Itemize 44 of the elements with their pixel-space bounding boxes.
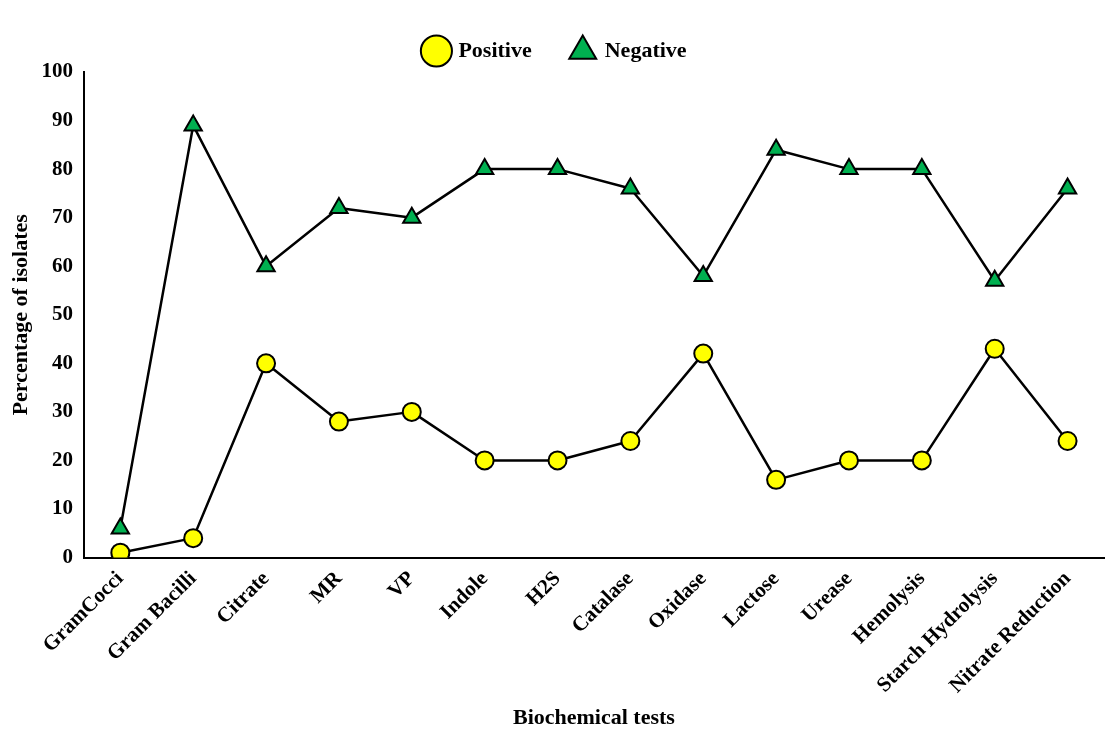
- point: [912, 158, 932, 176]
- point: [985, 269, 1005, 287]
- y-tick-label: 40: [51, 349, 73, 374]
- point: [838, 450, 859, 471]
- point: [839, 158, 859, 176]
- point: [547, 450, 568, 471]
- y-tick-label: 10: [51, 495, 73, 520]
- x-axis-title: Biochemical tests: [513, 704, 676, 730]
- y-tick-label: 0: [62, 543, 73, 568]
- x-tick-label: VP: [382, 565, 420, 603]
- point: [256, 255, 276, 273]
- point: [693, 264, 713, 282]
- y-tick-label: 90: [51, 106, 73, 131]
- x-tick-label: H2S: [520, 565, 565, 611]
- point: [474, 450, 495, 471]
- point: [911, 450, 932, 471]
- y-tick-label: 70: [51, 204, 73, 229]
- point: [474, 158, 495, 176]
- y-tick-label: 60: [51, 252, 73, 277]
- y-tick-label: 50: [51, 301, 73, 326]
- legend-label: Positive: [458, 36, 532, 62]
- x-tick-label: MR: [304, 565, 347, 608]
- point: [256, 353, 277, 374]
- y-tick-label: 20: [51, 446, 73, 471]
- point: [1057, 431, 1078, 452]
- y-axis-title: Percentage of isolates: [6, 213, 32, 416]
- point: [693, 343, 714, 364]
- point: [183, 114, 203, 132]
- point: [766, 469, 787, 490]
- point: [620, 431, 641, 452]
- point: [984, 338, 1005, 359]
- point: [328, 411, 349, 432]
- point: [329, 196, 349, 214]
- point: [183, 528, 204, 549]
- point: [1057, 177, 1078, 195]
- y-tick-label: 30: [51, 398, 73, 423]
- point: [401, 401, 422, 422]
- y-tick-label: 80: [51, 155, 73, 180]
- y-tick-label: 100: [41, 58, 73, 83]
- point: [402, 206, 422, 224]
- point: [547, 158, 568, 176]
- point: [620, 177, 641, 195]
- legend-label: Negative: [604, 36, 687, 62]
- point: [766, 138, 786, 156]
